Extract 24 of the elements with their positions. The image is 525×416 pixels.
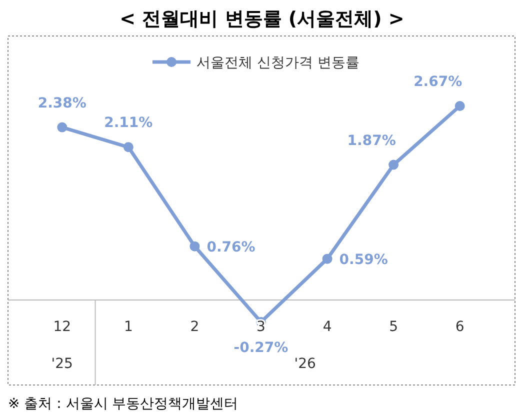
- data-label: -0.27%: [234, 340, 288, 356]
- data-label: 0.59%: [339, 252, 388, 268]
- x-tick-label: 12: [53, 319, 72, 335]
- point: [57, 122, 68, 132]
- point: [123, 142, 134, 152]
- data-label: 0.76%: [206, 239, 256, 256]
- x-tick-label: 1: [124, 319, 133, 335]
- point: [454, 101, 465, 111]
- legend-label: 서울전체 신청가격 변동률: [196, 55, 360, 71]
- x-tick-label: 4: [322, 319, 332, 335]
- text: '26: [294, 356, 316, 372]
- data-label: 2.11%: [104, 115, 153, 132]
- x-tick-label: 5: [389, 319, 398, 335]
- point: [190, 241, 200, 252]
- point: [388, 160, 399, 170]
- data-label: 1.87%: [347, 132, 396, 149]
- text: '25: [51, 356, 73, 372]
- point: [322, 254, 332, 264]
- data-label: 2.38%: [38, 95, 86, 112]
- x-tick-label: 6: [455, 319, 464, 335]
- text: ※ 출처 : 서울시 부동산정책개발센터: [8, 396, 238, 412]
- data-label: 2.67%: [414, 74, 462, 90]
- chart-title: < 전월대비 변동률 (서울전체) >: [120, 8, 404, 30]
- x-tick-label: 2: [190, 319, 200, 335]
